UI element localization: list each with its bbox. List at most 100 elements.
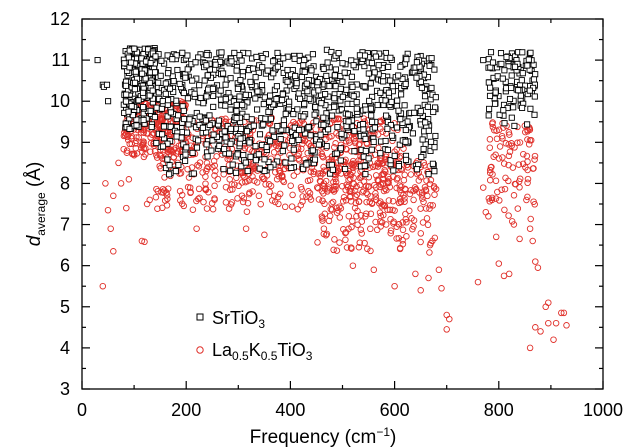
srtio3-point <box>267 138 274 145</box>
la05k05tio3-point <box>299 193 306 200</box>
srtio3-point <box>418 153 425 161</box>
srtio3-point <box>331 72 338 79</box>
series-srtio3-points <box>94 45 539 178</box>
srtio3-point <box>517 92 524 99</box>
la05k05tio3-point <box>399 240 407 248</box>
srtio3-point <box>159 98 166 105</box>
srtio3-point <box>431 144 438 151</box>
la05k05tio3-point <box>227 201 235 208</box>
srtio3-point <box>215 117 222 124</box>
la05k05tio3-point <box>195 185 203 193</box>
la05k05tio3-point <box>374 176 381 184</box>
srtio3-point <box>147 107 154 114</box>
la05k05tio3-point <box>211 196 218 203</box>
srtio3-point <box>203 141 210 148</box>
srtio3-point <box>418 84 425 91</box>
la05k05tio3-point <box>375 144 382 152</box>
srtio3-point <box>403 56 410 63</box>
la05k05tio3-point <box>310 170 317 178</box>
srtio3-point <box>360 126 367 133</box>
la05k05tio3-point <box>323 230 331 238</box>
srtio3-point <box>280 55 287 62</box>
srtio3-point <box>212 61 219 68</box>
srtio3-point <box>227 125 234 132</box>
la05k05tio3-point <box>379 170 387 178</box>
la05k05tio3-point <box>372 193 379 200</box>
la05k05tio3-point <box>514 139 521 147</box>
la05k05tio3-point <box>307 196 315 203</box>
srtio3-point <box>338 130 345 137</box>
la05k05tio3-point <box>380 211 387 219</box>
srtio3-point <box>277 136 284 143</box>
srtio3-point <box>94 57 101 64</box>
srtio3-point <box>203 62 210 69</box>
srtio3-point <box>252 143 259 150</box>
srtio3-point <box>180 115 188 123</box>
srtio3-point <box>309 147 316 154</box>
la05k05tio3-point <box>140 126 148 134</box>
srtio3-point <box>133 122 140 129</box>
srtio3-point <box>315 87 322 94</box>
la05k05tio3-point <box>288 203 296 210</box>
srtio3-point <box>233 101 240 109</box>
srtio3-point <box>413 74 420 81</box>
la05k05tio3-point <box>128 132 135 140</box>
la05k05tio3-point <box>356 181 364 189</box>
srtio3-point <box>511 122 518 129</box>
srtio3-point <box>506 95 514 103</box>
la05k05tio3-point <box>371 181 378 189</box>
la05k05tio3-point <box>505 129 513 136</box>
srtio3-point <box>374 101 381 109</box>
la05k05tio3-point <box>176 187 184 195</box>
srtio3-point <box>318 100 325 107</box>
srtio3-point <box>243 113 250 120</box>
legend-label-la05k05tio3: La0.5K0.5TiO3 <box>212 340 313 363</box>
la05k05tio3-point <box>524 179 531 187</box>
la05k05tio3-point <box>363 198 370 206</box>
srtio3-point <box>274 49 281 56</box>
srtio3-point <box>353 99 360 106</box>
srtio3-point <box>170 78 177 85</box>
x-tick-label: 200 <box>171 400 201 420</box>
srtio3-point <box>362 106 369 113</box>
srtio3-point <box>303 80 310 87</box>
la05k05tio3-point <box>474 278 482 286</box>
la05k05tio3-point <box>359 188 366 196</box>
srtio3-point <box>256 165 263 172</box>
srtio3-point <box>501 67 508 74</box>
srtio3-point <box>122 82 129 89</box>
la05k05tio3-point <box>516 184 523 191</box>
srtio3-point <box>301 100 308 107</box>
srtio3-point <box>155 79 162 86</box>
la05k05tio3-point <box>500 160 508 167</box>
la05k05tio3-point <box>244 199 252 207</box>
srtio3-point <box>266 98 273 105</box>
la05k05tio3-point <box>394 174 401 182</box>
srtio3-point <box>298 73 305 81</box>
la05k05tio3-point <box>349 217 356 225</box>
la05k05tio3-point <box>135 134 142 141</box>
la05k05tio3-point <box>123 147 131 154</box>
la05k05tio3-point <box>276 167 284 175</box>
la05k05tio3-point <box>211 182 218 190</box>
la05k05tio3-point <box>211 172 218 179</box>
srtio3-point <box>421 93 429 100</box>
la05k05tio3-point <box>202 173 209 180</box>
srtio3-point <box>131 79 139 86</box>
la05k05tio3-point <box>489 123 497 131</box>
srtio3-point <box>311 111 318 118</box>
srtio3-point <box>519 70 526 77</box>
srtio3-point <box>139 89 147 96</box>
srtio3-point <box>175 112 182 119</box>
la05k05tio3-point <box>133 134 140 141</box>
srtio3-point <box>247 153 254 160</box>
srtio3-point <box>267 115 274 122</box>
srtio3-point <box>361 83 368 90</box>
srtio3-point <box>172 168 179 175</box>
la05k05tio3-point <box>313 184 321 191</box>
x-tick-label: 800 <box>484 400 514 420</box>
la05k05tio3-point <box>345 212 353 220</box>
axis-ticks <box>81 18 604 390</box>
srtio3-point <box>183 144 190 151</box>
